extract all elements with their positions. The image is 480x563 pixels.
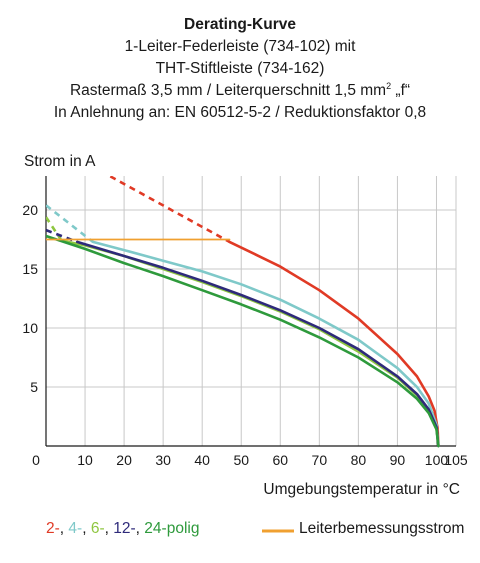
legend-item-0: 2- [46,520,60,537]
x-tick-label-6: 60 [272,452,288,468]
y-tick-label-4: 20 [22,202,38,218]
chart-title-block: Derating-Kurve 1-Leiter-Federleiste (734… [0,14,480,124]
subtitle-line-4-text: Rastermaß 3,5 mm / Leiterquerschnitt 1,5… [69,82,387,99]
y-axis-title: Strom in A [24,153,96,170]
x-tick-label-11: 105 [444,452,468,468]
legend-item-5: , [104,520,114,537]
x-tick-label-1: 10 [77,452,93,468]
y-tick-label-1: 5 [30,379,38,395]
legend-item-2: 4- [68,520,83,537]
x-tick-label-9: 90 [390,452,406,468]
legend-rated-current-label: Leiterbemessungsstrom [299,520,465,537]
x-tick-label-3: 30 [155,452,171,468]
legend-item-6: 12- [113,520,136,537]
series-dashed-0 [106,176,231,244]
x-tick-label-4: 40 [194,452,210,468]
series-dashed-2 [46,216,63,242]
x-tick-label-8: 80 [351,452,367,468]
legend-series-group: 2-, 4-, 6-, 12-, 24-polig [46,520,199,538]
legend-item-1: , [59,520,69,537]
series-line-4 [46,234,440,448]
legend-item-4: 6- [90,520,105,537]
chart-subtitle-line-3: THT-Stiftleiste (734-162) [155,60,325,77]
subtitle-line-4-suffix: „f“ [391,82,411,99]
legend-item-8: 24-polig [144,520,200,537]
x-axis-title: Umgebungstemperatur in °C [263,481,460,498]
x-tick-label-2: 20 [116,452,132,468]
series-line-1 [91,240,440,448]
x-tick-label-7: 70 [312,452,328,468]
legend-rated-current-swatch [262,529,294,533]
chart-subtitle-line-4: Rastermaß 3,5 mm / Leiterquerschnitt 1,5… [0,80,480,102]
legend-item-7: , [135,520,145,537]
x-tick-label-0: 0 [32,452,40,468]
x-tick-label-5: 50 [233,452,249,468]
series-dashed-1 [46,204,94,243]
y-tick-label-2: 10 [22,320,38,336]
y-tick-label-3: 15 [22,261,38,277]
series-line-0 [228,240,440,448]
series-line-3 [75,240,440,448]
chart-subtitle-line-5: In Anlehnung an: EN 60512-5-2 / Reduktio… [53,104,427,121]
chart-title: Derating-Kurve [184,16,296,33]
subtitle-line-4-superscript: 2 [386,80,392,91]
x-tick-label-10: 100 [425,452,449,468]
legend-item-3: , [82,520,91,537]
chart-subtitle-line-2: 1-Leiter-Federleiste (734-102) mit [124,38,356,55]
series-line-2 [60,239,440,448]
